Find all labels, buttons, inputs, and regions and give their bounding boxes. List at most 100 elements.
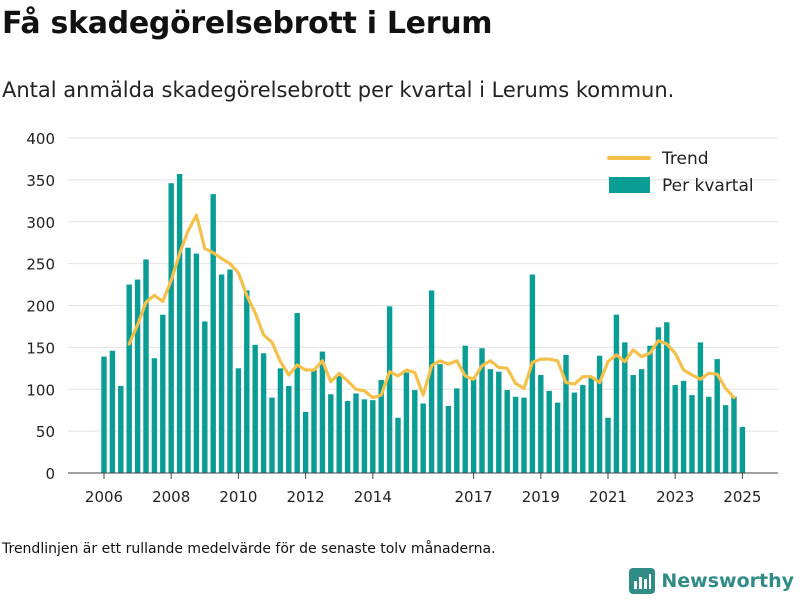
bar <box>546 390 552 473</box>
bar <box>244 290 250 473</box>
bar <box>126 284 132 473</box>
bar <box>218 274 225 473</box>
bar <box>538 375 544 473</box>
bar <box>101 356 107 473</box>
bar <box>445 406 452 473</box>
x-tick-label: 2010 <box>219 488 257 506</box>
bar <box>302 411 309 473</box>
bar <box>202 321 208 473</box>
bar <box>580 385 586 473</box>
y-axis-labels: 0 50 100 150 200 250 300 350 400 <box>26 130 55 483</box>
bar <box>722 405 729 473</box>
bar <box>487 369 494 473</box>
bar <box>437 364 443 473</box>
bar <box>622 342 628 473</box>
bar <box>504 390 510 473</box>
bar <box>655 327 662 473</box>
bar <box>605 417 611 473</box>
chart-subtitle: Antal anmälda skadegörelsebrott per kvar… <box>2 78 675 102</box>
y-tick-label: 100 <box>26 381 55 399</box>
bar <box>739 426 746 473</box>
bar <box>210 194 216 474</box>
x-tick-label: 2008 <box>152 488 190 506</box>
bar <box>638 369 645 473</box>
footnote: Trendlinjen är ett rullande medelvärde f… <box>2 541 496 557</box>
bar <box>588 376 594 473</box>
legend-bars-label: Per kvartal <box>662 176 754 196</box>
y-tick-label: 200 <box>26 298 55 316</box>
bar <box>680 380 687 473</box>
bar <box>428 290 435 473</box>
bar <box>160 314 166 473</box>
bar <box>697 342 704 473</box>
y-tick-label: 250 <box>26 256 55 274</box>
legend: Trend Per kvartal <box>607 149 754 196</box>
bar <box>403 372 410 473</box>
bar <box>689 395 695 473</box>
x-tick-label: 2017 <box>455 488 493 506</box>
newsworthy-logo-icon <box>629 568 656 594</box>
bar <box>353 393 359 473</box>
bar <box>269 397 275 473</box>
bar <box>470 379 477 473</box>
bar <box>613 314 620 473</box>
bar <box>109 350 116 473</box>
bar <box>193 253 200 473</box>
bar <box>118 385 124 473</box>
bar <box>143 259 149 473</box>
x-tick-label: 2023 <box>656 488 694 506</box>
brand-logo: Newsworthy <box>629 568 794 594</box>
bar <box>227 269 233 473</box>
legend-trend-label: Trend <box>661 149 709 169</box>
bar <box>714 359 720 473</box>
bar <box>731 396 737 473</box>
bar <box>706 396 712 473</box>
bar <box>168 183 174 473</box>
bar <box>512 396 519 473</box>
bar <box>395 417 401 473</box>
bar <box>386 306 393 473</box>
y-tick-label: 0 <box>45 465 55 483</box>
bar <box>370 400 376 473</box>
bar <box>630 375 636 473</box>
y-tick-label: 350 <box>26 172 55 190</box>
brand-name: Newsworthy <box>661 570 794 592</box>
bar <box>252 344 258 473</box>
bar <box>361 399 368 473</box>
bar-chart: 0 50 100 150 200 250 300 350 400 2006 2008 2010 201… <box>26 130 778 506</box>
y-tick-label: 150 <box>26 339 55 357</box>
bar <box>260 353 267 473</box>
chart-title: Få skadegörelsebrott i Lerum <box>2 6 493 41</box>
bar <box>521 397 527 473</box>
bar <box>328 394 334 473</box>
bar <box>664 322 670 473</box>
bar <box>336 375 342 473</box>
x-axis: 2006 2008 2010 2012 2014 2017 2019 2021 2023 2025 <box>68 472 778 506</box>
legend-bars-swatch <box>609 177 650 193</box>
bar <box>479 348 485 473</box>
y-tick-label: 400 <box>26 130 55 148</box>
bar <box>462 345 468 473</box>
x-tick-label: 2019 <box>522 488 560 506</box>
bar <box>286 385 292 473</box>
y-tick-label: 300 <box>26 214 55 232</box>
y-tick-label: 50 <box>36 423 55 441</box>
x-tick-label: 2012 <box>287 488 325 506</box>
bar <box>672 385 678 473</box>
bar <box>277 368 284 473</box>
bar <box>176 174 183 473</box>
bar <box>151 358 158 473</box>
trend-line <box>127 213 736 400</box>
x-tick-label: 2014 <box>354 488 392 506</box>
x-tick-label: 2025 <box>723 488 761 506</box>
bar <box>235 368 242 473</box>
bar <box>294 313 300 473</box>
bar <box>454 388 460 473</box>
bar <box>311 369 317 473</box>
trend-layer <box>127 213 736 400</box>
bar <box>647 345 653 473</box>
bar <box>496 371 502 473</box>
bar <box>378 380 384 473</box>
bar <box>412 390 418 473</box>
bar <box>571 392 578 473</box>
